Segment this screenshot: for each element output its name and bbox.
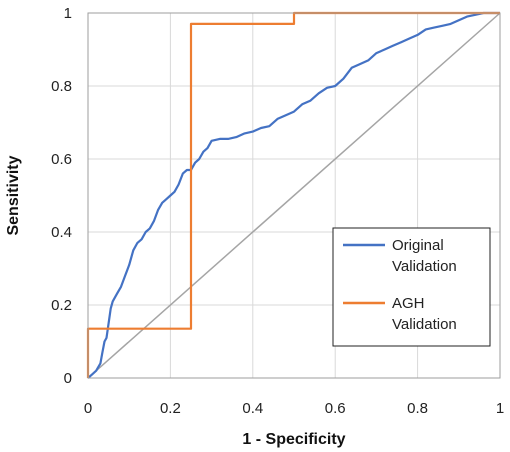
y-tick-label: 0.6 xyxy=(51,151,72,168)
x-tick-label: 0 xyxy=(84,400,92,417)
y-tick-label: 1 xyxy=(64,5,72,22)
series-line-0 xyxy=(87,11,500,379)
y-tick-label: 0.2 xyxy=(51,297,72,314)
plot-frame xyxy=(87,12,501,379)
legend-label-0: Validation xyxy=(392,258,457,275)
x-axis-title: 1 - Specificity xyxy=(242,431,345,448)
y-tick-label: 0.8 xyxy=(51,78,72,95)
y-tick-label: 0.4 xyxy=(51,224,72,241)
legend-label-1: Validation xyxy=(392,316,457,333)
tick-labels: 0 0.2 0.4 0.6 0.8 1 0 0.2 0.4 0.6 0.8 1 xyxy=(51,5,504,417)
legend-label-0: Original xyxy=(392,237,444,254)
x-tick-label: 0.4 xyxy=(242,400,263,417)
x-tick-label: 0.2 xyxy=(160,400,181,417)
y-axis-title: Sensitivity xyxy=(5,155,22,235)
x-tick-label: 1 xyxy=(496,400,504,417)
reference-diagonal xyxy=(87,12,501,379)
legend: Original Validation AGH Validation xyxy=(332,227,491,347)
x-tick-label: 0.6 xyxy=(325,400,346,417)
x-tick-label: 0.8 xyxy=(407,400,428,417)
legend-box xyxy=(332,227,491,347)
legend-label-1: AGH xyxy=(392,295,425,312)
reference-line xyxy=(87,12,501,379)
y-tick-label: 0 xyxy=(64,370,72,387)
